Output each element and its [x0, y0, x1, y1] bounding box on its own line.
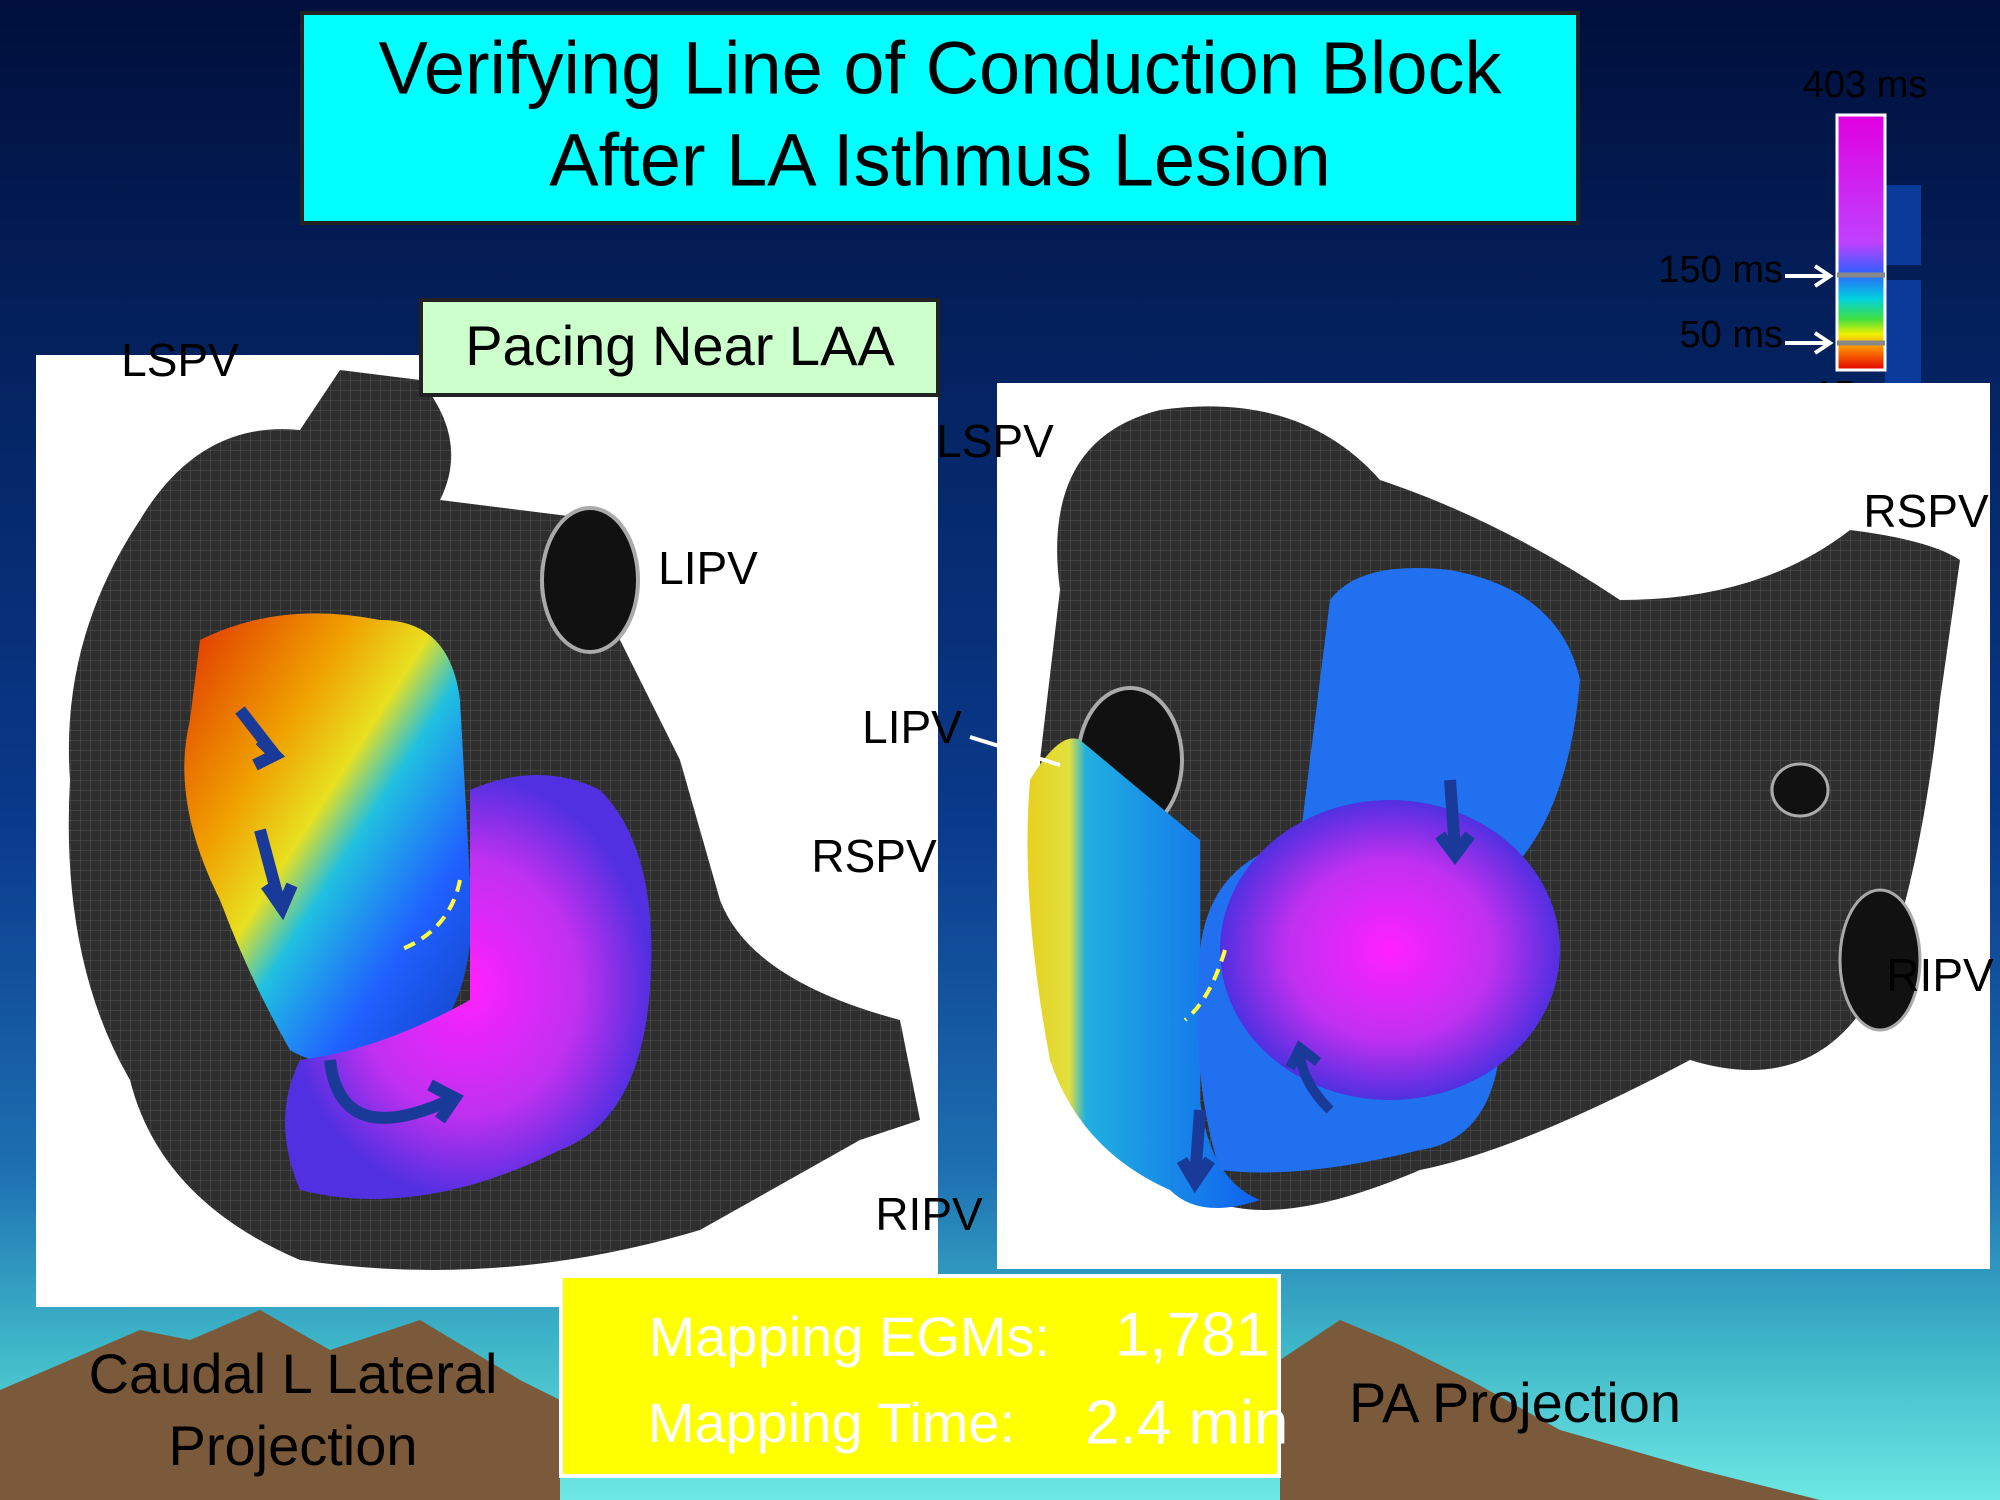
stats-box: [559, 1274, 1281, 1478]
caption: PA Projection: [1349, 1371, 1681, 1434]
mountain: [0, 1310, 560, 1500]
arrow: [254, 828, 298, 921]
vein-ostium: [1838, 888, 1922, 1032]
arrow: [235, 706, 286, 771]
vein-label: RSPV: [811, 830, 937, 882]
vein-ostium: [540, 506, 640, 654]
vein-label: RIPV: [1886, 949, 1994, 1001]
vein-label: RSPV: [1863, 485, 1989, 537]
caption: Caudal L Lateral: [89, 1342, 498, 1405]
pacing-label: Pacing Near LAA: [465, 314, 895, 377]
block-line: [399, 879, 462, 952]
block-line: [1183, 949, 1227, 1022]
arrow: [1435, 779, 1475, 865]
stats-value: 1,781: [1115, 1300, 1270, 1369]
arrow: [1785, 264, 1834, 288]
arrow: [1785, 331, 1834, 355]
stats-label: Mapping EGMs:: [649, 1305, 1051, 1368]
arrow: [1285, 1040, 1334, 1114]
stats-value: 2.4 min: [1085, 1388, 1288, 1457]
vein-label: RIPV: [875, 1188, 983, 1240]
scale-label: 403 ms: [1803, 64, 1928, 106]
arrow: [1176, 1109, 1215, 1194]
arrow: [324, 1059, 464, 1124]
title-line: After LA Isthmus Lesion: [549, 119, 1331, 202]
scale-label: 150 ms: [1658, 249, 1783, 291]
activation-map: [285, 775, 652, 1199]
scale-block: [1885, 185, 1921, 265]
leader-line: [969, 735, 1061, 767]
title-box: [300, 11, 1580, 225]
activation-map: [1027, 738, 1260, 1208]
stats-label: Mapping Time:: [648, 1391, 1015, 1454]
vein-label: LIPV: [658, 542, 758, 594]
vein-label: LSPV: [936, 415, 1054, 467]
mountain: [1280, 1320, 1820, 1500]
activation-map: [1220, 800, 1560, 1100]
caption: Projection: [168, 1414, 417, 1477]
vein-label: LIPV: [862, 701, 962, 753]
pacing-box: [419, 298, 940, 397]
scale-label: 50 ms: [1680, 314, 1783, 356]
vein-label: LSPV: [121, 334, 239, 386]
vein-ostium: [1770, 762, 1830, 818]
title-line: Verifying Line of Conduction Block: [378, 27, 1502, 110]
color-scale: [1835, 113, 1887, 372]
